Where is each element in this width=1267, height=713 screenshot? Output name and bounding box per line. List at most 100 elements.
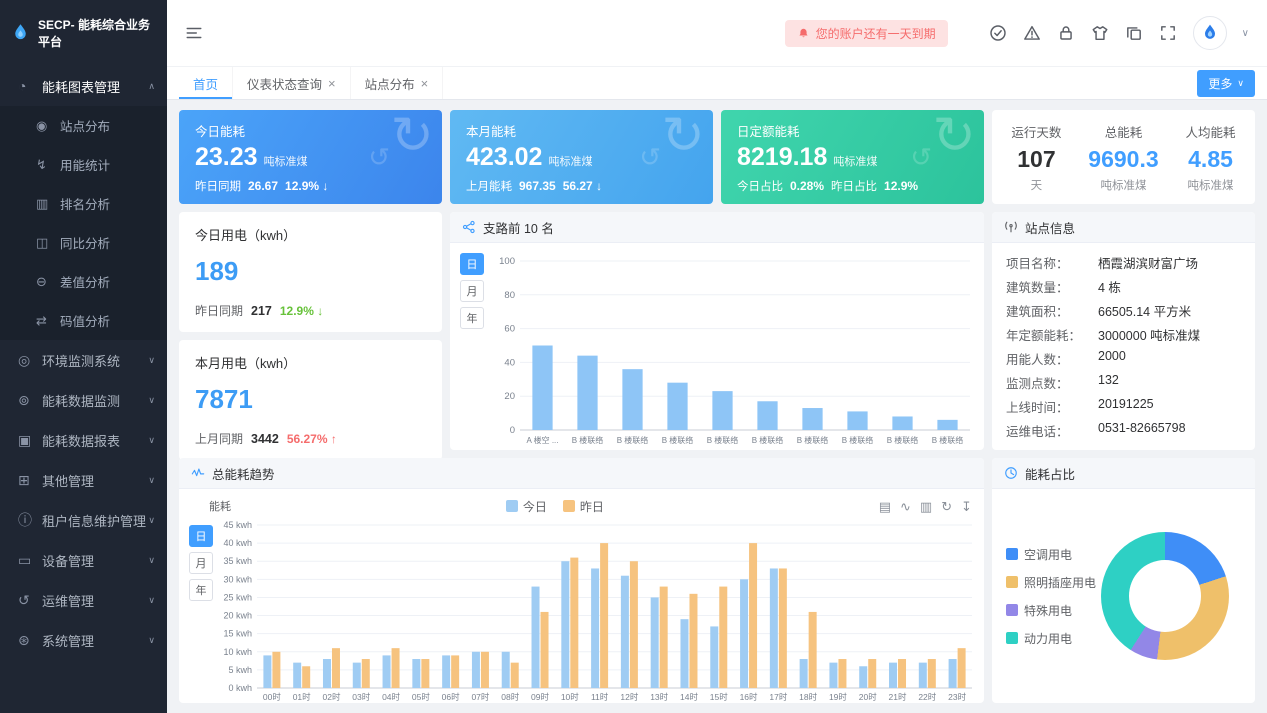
trend-legend: 今日 昨日	[505, 498, 604, 515]
stat-card-sub-label: 今日占比	[737, 181, 783, 193]
svg-text:20 kwh: 20 kwh	[223, 611, 252, 621]
pie-legend-power[interactable]: 动力用电	[1006, 630, 1096, 647]
trend-toggle-月[interactable]: 月	[189, 552, 213, 574]
topbar: 您的账户还有一天到期 ∨	[167, 0, 1267, 66]
sidebar-subitem-energy-usage-stats[interactable]: ↯ 用能统计	[0, 145, 167, 184]
sidebar-subitem-ranking-analysis[interactable]: ▥ 排名分析	[0, 184, 167, 223]
avatar[interactable]	[1192, 16, 1227, 50]
sidebar-item-tenant-info-mgmt[interactable]: ⓘ 租户信息维护管理 ∨	[0, 500, 167, 540]
tab-site-distribution[interactable]: 站点分布 ×	[351, 67, 444, 99]
power-cards-column: 今日用电（kwh） 189 昨日同期 217 12.9% ↓ 本月用电（kwh）…	[179, 212, 442, 460]
fullscreen-icon[interactable]	[1159, 24, 1178, 43]
legend-today[interactable]: 今日	[505, 498, 547, 515]
energy-share-donut-chart	[1101, 532, 1229, 660]
site-info-value: 3000000 吨标准煤	[1098, 329, 1201, 344]
account-alert[interactable]: 您的账户还有一天到期	[784, 19, 948, 47]
sidebar-toggle-icon[interactable]	[185, 24, 203, 42]
sidebar-item-energy-chart-mgmt[interactable]: ◔ 能耗图表管理 ∧	[0, 66, 167, 106]
svg-text:09时: 09时	[531, 692, 549, 702]
legend-label: 今日	[522, 499, 547, 514]
check-circle-icon[interactable]	[989, 24, 1008, 43]
svg-text:06时: 06时	[442, 692, 460, 702]
stat-card-unit: 吨标准煤	[548, 156, 593, 168]
svg-text:13时: 13时	[650, 692, 668, 702]
sidebar-item-energy-data-reports[interactable]: ▣ 能耗数据报表 ∨	[0, 420, 167, 460]
tab-label: 首页	[193, 77, 219, 92]
y-axis-name: 能耗	[209, 501, 231, 513]
tab-close-icon[interactable]: ×	[420, 75, 429, 91]
svg-text:17时: 17时	[769, 692, 787, 702]
site-info-label: 运维电话：	[1006, 424, 1069, 439]
sidebar-subitem-label: 差值分析	[60, 276, 111, 290]
stat-card-daily-quota-energy: ↻ ↺ 日定额能耗 8219.18 吨标准煤 今日占比 0.28% 昨日占比 12.…	[721, 110, 984, 204]
pie-legend-special[interactable]: 特殊用电	[1006, 602, 1096, 619]
open-tabs: 首页 仪表状态查询 × 站点分布 ×	[179, 67, 444, 99]
legend-label: 特殊用电	[1024, 603, 1073, 618]
sidebar-item-device-mgmt[interactable]: ▭ 设备管理 ∨	[0, 540, 167, 580]
bars-icon: ▥	[36, 195, 49, 211]
tab-meter-status-query[interactable]: 仪表状态查询 ×	[233, 67, 351, 99]
download-icon[interactable]: ↧	[961, 498, 972, 514]
theme-shirt-icon[interactable]	[1091, 24, 1110, 43]
stat-card-title: 日定额能耗	[737, 125, 800, 139]
pie-icon: ◔	[18, 78, 27, 94]
svg-text:18时: 18时	[799, 692, 817, 702]
branch-toggle-月[interactable]: 月	[460, 280, 484, 302]
site-info-value: 132	[1098, 372, 1119, 387]
tab-home[interactable]: 首页	[179, 67, 234, 99]
line-chart-icon[interactable]: ∿	[899, 498, 911, 514]
legend-swatch	[1006, 548, 1018, 560]
stat-card-sub-value: 26.67	[248, 179, 279, 193]
svg-text:40 kwh: 40 kwh	[223, 538, 252, 548]
bar-chart-icon[interactable]: ▥	[919, 498, 933, 514]
sidebar-item-system-mgmt[interactable]: ⊛ 系统管理 ∨	[0, 620, 167, 660]
user-menu-chevron-icon[interactable]: ∨	[1241, 27, 1249, 39]
stat-card-delta: 12.9%	[884, 179, 919, 193]
lock-icon[interactable]	[1057, 24, 1076, 43]
sidebar-item-label: 系统管理	[42, 633, 95, 649]
site-info-row: 建筑面积： 66505.14 平方米	[1006, 301, 1241, 320]
more-button[interactable]: 更多 ∨	[1197, 69, 1255, 97]
chevron-down-icon: ∨	[1237, 77, 1244, 88]
branch-toggle-日[interactable]: 日	[460, 253, 484, 275]
sidebar-subitem-label: 用能统计	[60, 159, 111, 173]
copy-icon[interactable]	[1125, 24, 1144, 43]
sidebar-subitem-label: 码值分析	[60, 315, 111, 329]
grid-icon: ⊞	[18, 471, 30, 488]
pie-legend-lighting[interactable]: 照明插座用电	[1006, 574, 1096, 591]
svg-text:45 kwh: 45 kwh	[223, 520, 252, 530]
data-view-icon[interactable]: ▤	[878, 498, 891, 514]
sidebar-subitem-site-distribution[interactable]: ◉ 站点分布	[0, 106, 167, 145]
warning-icon[interactable]	[1023, 24, 1042, 43]
svg-text:B 楼联络: B 楼联络	[797, 435, 829, 445]
monitor-icon: ◎	[18, 351, 31, 368]
branch-period-toggles: 日月年	[460, 253, 484, 329]
pie-legend-ac[interactable]: 空调用电	[1006, 546, 1096, 563]
tab-close-icon[interactable]: ×	[328, 75, 336, 91]
chart-toolbar: ▤ ∿ ▥ ↻ ↧	[879, 500, 972, 513]
branch-toggle-年[interactable]: 年	[460, 307, 484, 329]
site-info-value: 2000	[1098, 348, 1126, 363]
sidebar-item-energy-data-monitoring[interactable]: ⊚ 能耗数据监测 ∨	[0, 380, 167, 420]
svg-text:23时: 23时	[948, 692, 966, 702]
site-info-label: 监测点数：	[1006, 376, 1069, 391]
sidebar-subitem-difference-analysis[interactable]: ⊖ 差值分析	[0, 262, 167, 301]
sidebar-item-env-monitoring-system[interactable]: ◎ 环境监测系统 ∨	[0, 340, 167, 380]
sidebar-subitem-yoy-analysis[interactable]: ◫ 同比分析	[0, 223, 167, 262]
svg-text:40: 40	[504, 357, 515, 368]
svg-text:B 楼联络: B 楼联络	[572, 435, 604, 445]
main-area: 您的账户还有一天到期 ∨ 首页 仪表状态查询 × 站点分布 × 更多 ∨	[167, 0, 1267, 713]
svg-text:08时: 08时	[501, 692, 519, 702]
trend-toggle-年[interactable]: 年	[189, 579, 213, 601]
legend-swatch	[562, 500, 575, 512]
sidebar-item-ops-mgmt[interactable]: ↺ 运维管理 ∨	[0, 580, 167, 620]
summary-stats-card: 运行天数 107 天 总能耗 9690.3 吨标准煤 人均能耗 4.85 吨标准煤	[992, 110, 1255, 204]
legend-yesterday[interactable]: 昨日	[562, 498, 604, 515]
sidebar-subitem-code-value-analysis[interactable]: ⇄ 码值分析	[0, 301, 167, 340]
trend-toggle-日[interactable]: 日	[189, 525, 213, 547]
sidebar-item-other-mgmt[interactable]: ⊞ 其他管理 ∨	[0, 460, 167, 500]
site-info-value: 66505.14 平方米	[1098, 305, 1192, 320]
sidebar-menu: ◔ 能耗图表管理 ∧ ◉ 站点分布 ↯ 用能统计 ▥ 排名分析 ◫ 同比分析 ⊖ 差值分析 ⇄ 码值分析 ◎ 环…	[0, 66, 167, 713]
refresh-icon[interactable]: ↻	[941, 498, 953, 514]
